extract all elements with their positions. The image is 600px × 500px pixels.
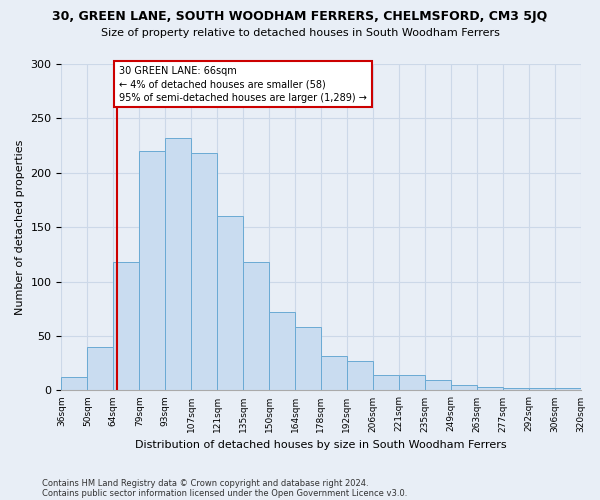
Bar [113, 262, 139, 390]
Bar [503, 388, 529, 390]
Bar [165, 138, 191, 390]
Bar [425, 380, 451, 390]
Text: Contains public sector information licensed under the Open Government Licence v3: Contains public sector information licen… [42, 488, 407, 498]
Bar [451, 385, 476, 390]
Bar [347, 361, 373, 390]
Text: 30, GREEN LANE, SOUTH WOODHAM FERRERS, CHELMSFORD, CM3 5JQ: 30, GREEN LANE, SOUTH WOODHAM FERRERS, C… [52, 10, 548, 23]
Bar [373, 375, 399, 390]
Bar [476, 387, 503, 390]
Bar [269, 312, 295, 390]
Bar [61, 378, 88, 390]
Bar [321, 356, 347, 390]
X-axis label: Distribution of detached houses by size in South Woodham Ferrers: Distribution of detached houses by size … [135, 440, 507, 450]
Bar [529, 388, 554, 390]
Bar [217, 216, 243, 390]
Bar [139, 151, 165, 390]
Bar [191, 153, 217, 390]
Text: 30 GREEN LANE: 66sqm
← 4% of detached houses are smaller (58)
95% of semi-detach: 30 GREEN LANE: 66sqm ← 4% of detached ho… [119, 66, 367, 102]
Bar [399, 375, 425, 390]
Y-axis label: Number of detached properties: Number of detached properties [15, 140, 25, 315]
Bar [243, 262, 269, 390]
Bar [554, 388, 581, 390]
Bar [88, 347, 113, 391]
Bar [295, 328, 321, 390]
Text: Size of property relative to detached houses in South Woodham Ferrers: Size of property relative to detached ho… [101, 28, 499, 38]
Text: Contains HM Land Registry data © Crown copyright and database right 2024.: Contains HM Land Registry data © Crown c… [42, 478, 368, 488]
